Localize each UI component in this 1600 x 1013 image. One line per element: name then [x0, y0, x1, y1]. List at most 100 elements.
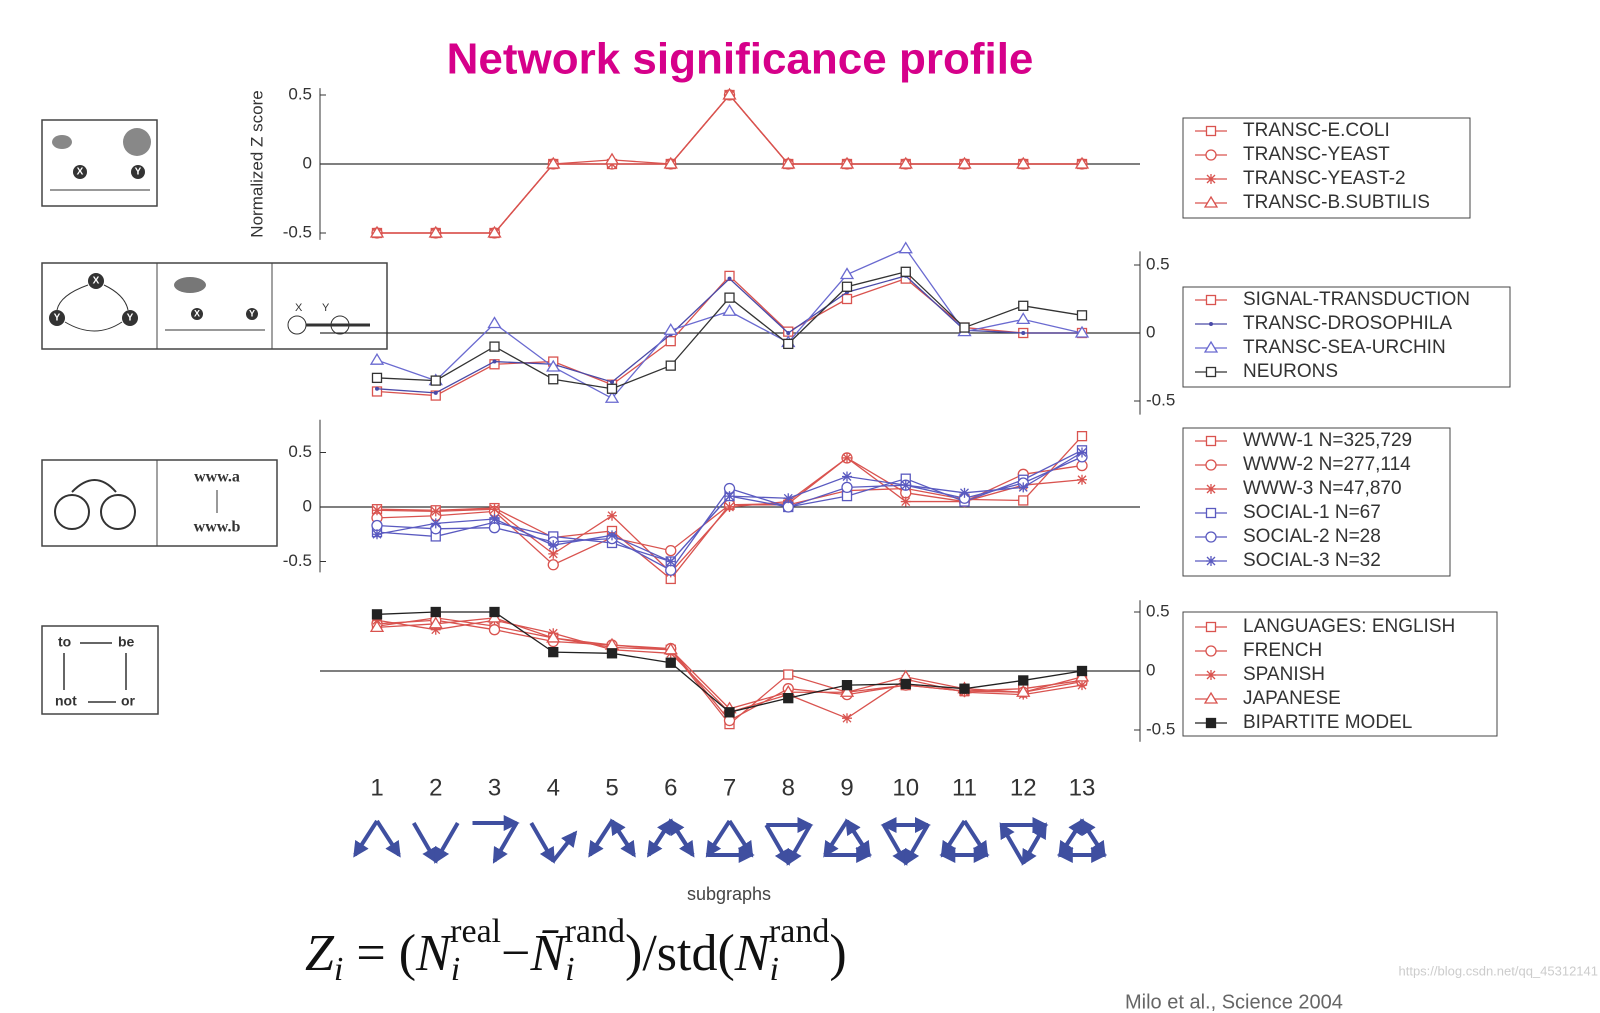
- marker: [372, 529, 382, 540]
- formula-part: rand: [769, 913, 829, 950]
- marker: [492, 359, 497, 364]
- legend-label: SOCIAL-3 N=32: [1243, 550, 1381, 571]
- marker: [1206, 670, 1216, 680]
- formula-part: Z: [305, 925, 335, 982]
- formula-part: N̄: [529, 925, 568, 982]
- legend-label: SOCIAL-1 N=67: [1243, 502, 1381, 523]
- icon-label: be: [118, 634, 135, 650]
- icon-shape: [88, 273, 104, 289]
- legend-label: TRANSC-YEAST-2: [1243, 168, 1406, 189]
- formula-part: = (: [343, 925, 416, 982]
- formula-part: rand: [565, 913, 625, 950]
- formula-part: real: [450, 913, 501, 950]
- icon-shape: [52, 135, 72, 149]
- icon-box: [41, 625, 159, 715]
- marker: [782, 501, 794, 513]
- icon-shape: [123, 128, 151, 156]
- icon-label: X: [194, 308, 200, 318]
- formula-part: N: [734, 925, 773, 982]
- marker: [842, 713, 852, 724]
- marker: [1018, 300, 1029, 311]
- marker: [841, 680, 853, 691]
- marker: [724, 502, 735, 512]
- subgraph-arrow: [764, 823, 790, 866]
- icon-shape: [100, 494, 136, 530]
- marker: [489, 504, 500, 515]
- marker: [488, 522, 501, 534]
- series-line: [376, 456, 1083, 572]
- legend-box: [1182, 117, 1471, 219]
- marker: [783, 493, 794, 504]
- marker: [1209, 322, 1213, 326]
- legend-label: JAPANESE: [1243, 688, 1341, 709]
- subgraph-arrow: [434, 821, 460, 864]
- marker: [841, 481, 853, 494]
- marker: [1077, 447, 1087, 458]
- icon-box: [41, 119, 158, 207]
- icon-label: not: [55, 693, 77, 709]
- icon-shape: [191, 308, 203, 320]
- subgraph-arrow: [882, 823, 908, 866]
- marker: [1077, 474, 1087, 485]
- marker: [957, 156, 972, 169]
- marker: [665, 657, 676, 668]
- formula-part: i: [769, 951, 778, 988]
- y-tick-label: 0.5: [1146, 601, 1170, 620]
- marker: [722, 303, 737, 316]
- icon-shape: [287, 315, 307, 335]
- marker: [783, 338, 794, 350]
- marker: [1205, 366, 1217, 378]
- legend-label: SOCIAL-2 N=28: [1243, 526, 1381, 547]
- marker: [489, 606, 500, 618]
- marker: [1074, 325, 1090, 338]
- marker: [724, 707, 735, 718]
- marker: [1074, 156, 1090, 169]
- x-axis-label: subgraphs: [687, 884, 771, 904]
- x-tick-label: 9: [840, 774, 853, 801]
- marker: [665, 336, 676, 347]
- y-tick-label: 0: [1146, 322, 1155, 341]
- marker: [1205, 459, 1217, 471]
- marker: [606, 383, 618, 394]
- marker: [783, 692, 794, 704]
- marker: [428, 616, 443, 629]
- subgraph-arrow: [786, 823, 812, 866]
- marker: [1205, 645, 1217, 657]
- series-line: [376, 457, 1083, 574]
- marker: [371, 609, 383, 620]
- marker: [1203, 195, 1219, 208]
- marker: [428, 225, 443, 238]
- icon-label: X: [77, 167, 84, 178]
- series-line: [376, 611, 1083, 714]
- marker: [786, 331, 791, 335]
- subgraph-arrow: [353, 819, 379, 858]
- subgraph-arrow: [1058, 818, 1084, 857]
- marker: [1205, 125, 1217, 137]
- marker: [430, 518, 441, 529]
- icon-label: Y: [135, 167, 142, 178]
- marker: [1206, 174, 1216, 184]
- marker: [607, 510, 617, 521]
- marker: [546, 359, 561, 372]
- icon-shape: [174, 277, 206, 293]
- marker: [1021, 331, 1026, 335]
- legend-label: WWW-2 N=277,114: [1243, 454, 1411, 475]
- legend-label: SPANISH: [1243, 664, 1325, 685]
- marker: [433, 390, 438, 395]
- marker: [430, 506, 441, 517]
- marker: [371, 519, 383, 532]
- subgraph-arrow: [705, 819, 732, 858]
- marker: [604, 391, 620, 403]
- marker: [487, 225, 502, 238]
- marker: [430, 606, 441, 618]
- marker: [665, 360, 676, 371]
- marker: [1076, 430, 1088, 442]
- icon-shape: [56, 284, 129, 332]
- legend-box: [1182, 427, 1451, 577]
- formula-part: i: [334, 951, 343, 988]
- marker: [1018, 675, 1029, 686]
- marker: [1203, 340, 1219, 353]
- subgraph-arrow: [647, 818, 673, 857]
- subgraph-arrow: [823, 819, 849, 858]
- icon-label: Y: [54, 313, 61, 324]
